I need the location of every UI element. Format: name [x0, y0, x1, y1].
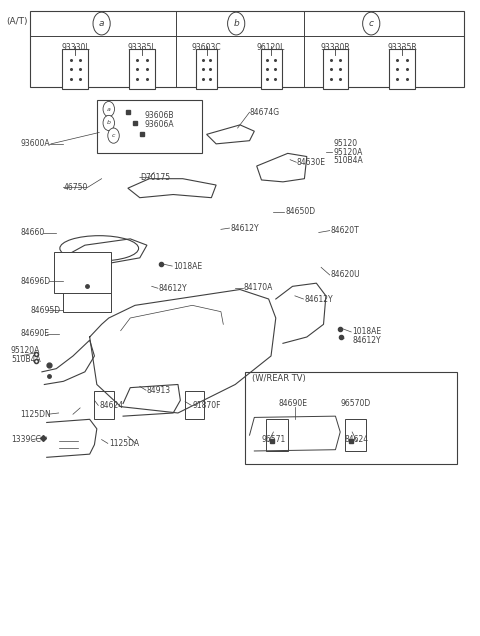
- Text: 84695D: 84695D: [30, 306, 60, 315]
- Circle shape: [228, 12, 245, 35]
- Text: a: a: [99, 19, 104, 28]
- Text: 46750: 46750: [63, 183, 88, 192]
- Text: 93606B: 93606B: [144, 111, 174, 120]
- Bar: [185, 391, 204, 419]
- Text: 84696D: 84696D: [21, 277, 50, 286]
- Bar: [63, 261, 111, 312]
- Text: 84624: 84624: [345, 435, 369, 444]
- Text: 84660: 84660: [21, 228, 45, 237]
- FancyBboxPatch shape: [129, 49, 155, 90]
- Text: 84674G: 84674G: [250, 107, 280, 116]
- Text: 84612Y: 84612Y: [230, 224, 259, 233]
- Text: 84630E: 84630E: [296, 158, 325, 167]
- Text: 93330L: 93330L: [61, 43, 90, 52]
- Text: (W/REAR TV): (W/REAR TV): [252, 374, 306, 383]
- Text: 96571: 96571: [262, 435, 286, 444]
- Text: 95120A: 95120A: [333, 148, 362, 156]
- Text: 93603C: 93603C: [192, 43, 221, 52]
- Text: b: b: [107, 120, 111, 125]
- Text: 93335R: 93335R: [387, 43, 417, 52]
- Text: 84913: 84913: [147, 385, 171, 395]
- Text: 93606A: 93606A: [144, 120, 174, 128]
- Bar: [97, 100, 202, 153]
- Bar: [345, 419, 366, 451]
- Text: 95120A: 95120A: [11, 347, 40, 356]
- Text: 93600A: 93600A: [21, 139, 50, 148]
- Bar: [95, 391, 114, 419]
- Text: 510B4A: 510B4A: [11, 355, 41, 364]
- Text: 84620T: 84620T: [331, 226, 360, 235]
- Text: 96570D: 96570D: [340, 399, 371, 408]
- Text: 84624: 84624: [99, 401, 123, 410]
- Text: 1018AE: 1018AE: [352, 328, 381, 336]
- Text: 91870F: 91870F: [192, 401, 221, 410]
- Text: 84612Y: 84612Y: [352, 336, 381, 345]
- Text: 93335L: 93335L: [128, 43, 156, 52]
- Bar: [54, 251, 111, 293]
- Text: 84690E: 84690E: [278, 399, 307, 408]
- Text: 93330R: 93330R: [321, 43, 350, 52]
- FancyBboxPatch shape: [261, 49, 281, 90]
- Text: c: c: [112, 133, 115, 138]
- Circle shape: [93, 12, 110, 35]
- Bar: [245, 372, 457, 464]
- Circle shape: [363, 12, 380, 35]
- FancyBboxPatch shape: [389, 49, 415, 90]
- Circle shape: [103, 115, 115, 130]
- Text: 1339CC: 1339CC: [11, 435, 41, 444]
- Text: b: b: [233, 19, 239, 28]
- Text: 1125DN: 1125DN: [21, 410, 51, 418]
- FancyBboxPatch shape: [323, 49, 348, 90]
- Text: 96120L: 96120L: [257, 43, 285, 52]
- Text: 84620U: 84620U: [331, 270, 360, 279]
- Bar: [266, 419, 288, 451]
- Text: (A/T): (A/T): [6, 17, 28, 26]
- Text: 1125DA: 1125DA: [109, 439, 139, 448]
- Text: 1018AE: 1018AE: [173, 261, 202, 270]
- Text: 84170A: 84170A: [244, 283, 273, 292]
- Text: 84690E: 84690E: [21, 329, 49, 338]
- Text: D70175: D70175: [140, 173, 170, 182]
- FancyBboxPatch shape: [196, 49, 217, 90]
- Text: c: c: [369, 19, 374, 28]
- Text: 84650D: 84650D: [285, 207, 315, 216]
- FancyBboxPatch shape: [62, 49, 88, 90]
- Text: 84612Y: 84612Y: [159, 284, 188, 293]
- Text: 510B4A: 510B4A: [333, 156, 363, 165]
- Text: a: a: [107, 107, 111, 111]
- Bar: [30, 11, 464, 87]
- Circle shape: [103, 101, 115, 116]
- Text: 84612Y: 84612Y: [304, 294, 333, 303]
- Circle shape: [108, 128, 119, 143]
- Text: 95120: 95120: [333, 139, 357, 148]
